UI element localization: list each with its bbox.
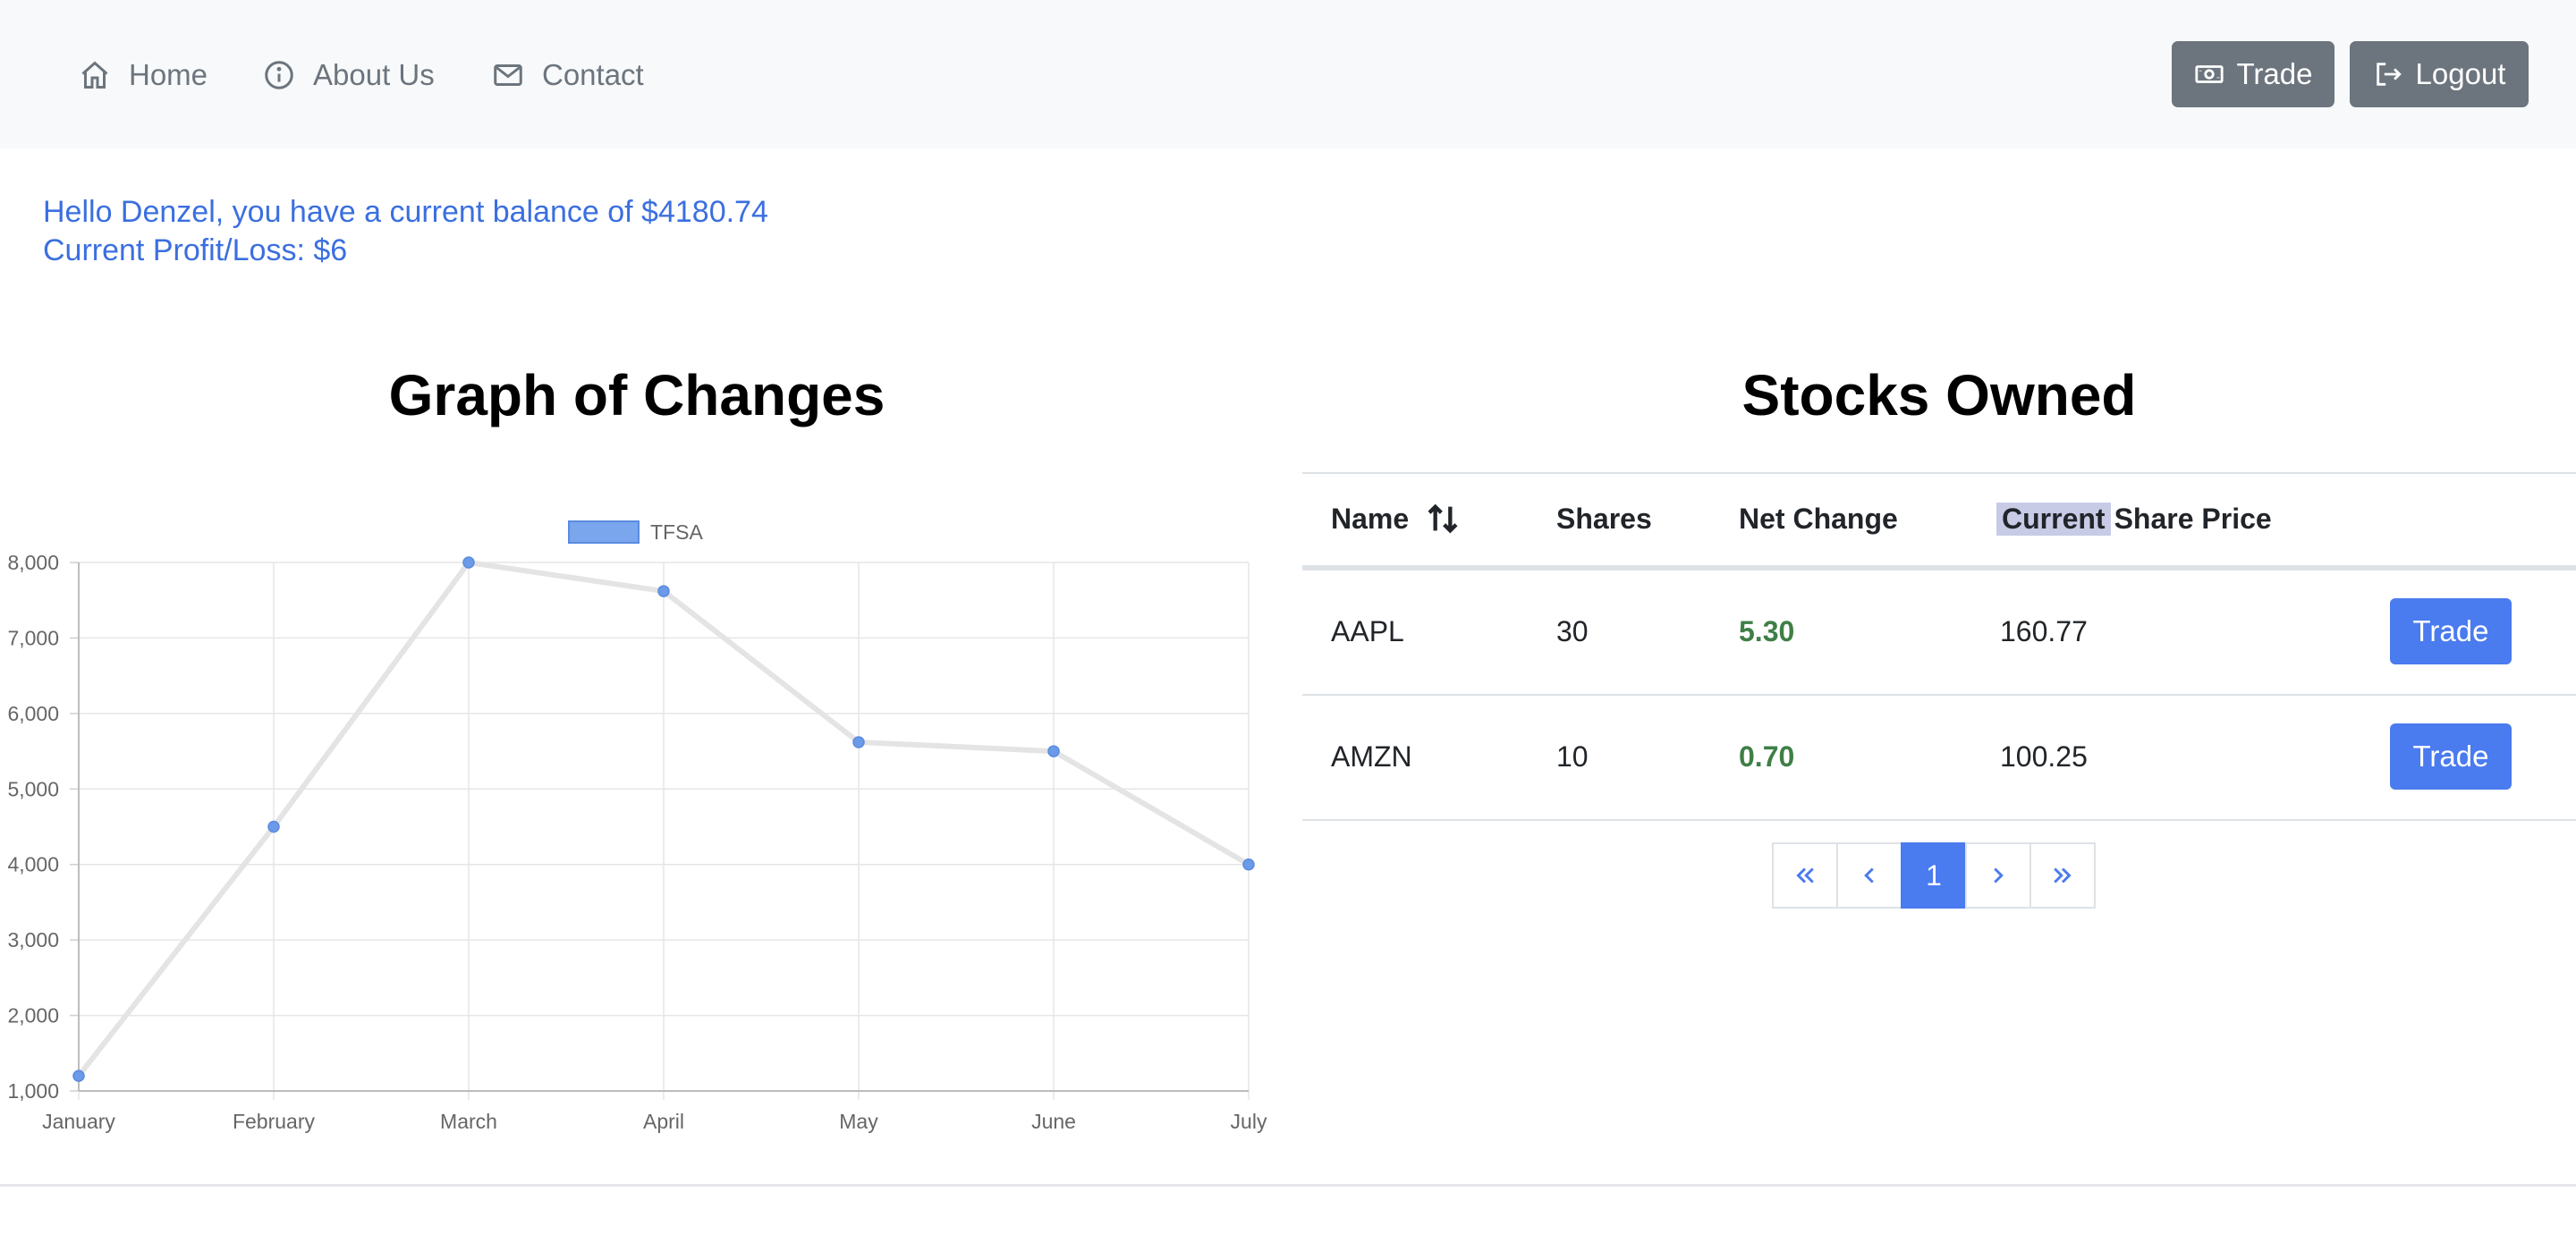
column-header-share-price: Current Share Price (1996, 499, 2272, 538)
data-point (267, 820, 280, 833)
data-point (72, 1070, 85, 1082)
house-icon (81, 61, 108, 89)
legend-label: TFSA (650, 520, 703, 544)
data-point (1047, 745, 1060, 757)
y-tick-label: 2,000 (7, 1004, 59, 1027)
nav-contact-label: Contact (542, 58, 644, 91)
cell-price: 160.77 (2000, 614, 2088, 647)
y-tick-label: 5,000 (7, 777, 59, 800)
x-tick-label: July (1231, 1110, 1267, 1133)
row-trade-button[interactable]: Trade (2390, 598, 2512, 664)
x-tick-label: May (839, 1110, 878, 1133)
chevron-left-icon (1864, 867, 1874, 884)
data-point (852, 736, 865, 748)
table-top-border (1302, 472, 2576, 474)
x-tick-label: April (643, 1110, 684, 1133)
column-header-shares: Shares (1556, 502, 1652, 535)
nav-about-label: About Us (313, 58, 435, 91)
next-page-button[interactable] (1965, 842, 2031, 909)
double-chevron-right-icon (2054, 867, 2072, 884)
cash-icon (2194, 65, 2224, 83)
y-tick-label: 4,000 (7, 853, 59, 876)
cell-name: AMZN (1331, 740, 1412, 773)
cell-price: 100.25 (2000, 740, 2088, 773)
trade-button-label: Trade (2236, 57, 2313, 90)
y-tick-label: 7,000 (7, 626, 59, 649)
info-icon (265, 61, 293, 89)
column-header-price-rest: Share Price (2114, 502, 2272, 535)
x-tick-label: June (1031, 1110, 1076, 1133)
logout-icon (2376, 63, 2402, 86)
profit-loss-text: Current Profit/Loss: $6 (43, 233, 348, 267)
x-tick-label: March (440, 1110, 497, 1133)
data-point (1242, 858, 1255, 871)
y-tick-label: 6,000 (7, 702, 59, 725)
row-divider (1302, 694, 2576, 696)
navbar: Home About Us Contact Trade Logout (0, 0, 2576, 148)
x-tick-label: February (233, 1110, 316, 1133)
y-tick-label: 1,000 (7, 1079, 59, 1103)
y-tick-label: 3,000 (7, 928, 59, 951)
nav-home-link[interactable]: Home (79, 54, 208, 97)
nav-about-link[interactable]: About Us (263, 54, 435, 97)
cell-shares: 30 (1556, 614, 1589, 647)
column-header-name[interactable]: Name (1331, 499, 1461, 538)
footer-divider (0, 1184, 2576, 1187)
column-header-name-label: Name (1331, 502, 1410, 535)
legend-swatch (568, 520, 640, 544)
column-header-highlighted-word: Current (1996, 502, 2111, 536)
graph-heading: Graph of Changes (388, 363, 886, 427)
trade-button[interactable]: Trade (2172, 41, 2334, 107)
line-chart: 1,000 2,000 3,000 4,000 5,000 6,000 7,000 8,000… (7, 520, 1267, 1133)
balance-text: Hello Denzel, you have a current balance… (43, 195, 768, 229)
logout-button-label: Logout (2415, 57, 2506, 90)
stocks-heading: Stocks Owned (1741, 363, 2137, 427)
row-divider (1302, 819, 2576, 821)
nav-home-label: Home (129, 58, 208, 91)
chevron-right-icon (1994, 867, 2004, 884)
page-button-current[interactable]: 1 (1901, 842, 1967, 909)
previous-page-button[interactable] (1836, 842, 1902, 909)
row-trade-button[interactable]: Trade (2390, 723, 2512, 790)
column-header-net-change: Net Change (1739, 502, 1898, 535)
cell-name: AAPL (1331, 614, 1404, 647)
cell-net-change: 0.70 (1739, 740, 1795, 773)
double-chevron-left-icon (1796, 867, 1814, 884)
x-tick-label: January (42, 1110, 115, 1133)
logout-button[interactable]: Logout (2350, 41, 2529, 107)
cell-shares: 10 (1556, 740, 1589, 773)
last-page-button[interactable] (2029, 842, 2096, 909)
envelope-icon (494, 64, 522, 86)
data-point (462, 556, 475, 569)
y-tick-label: 8,000 (7, 551, 59, 574)
first-page-button[interactable] (1772, 842, 1838, 909)
table-header-border (1302, 565, 2576, 571)
cell-net-change: 5.30 (1739, 614, 1795, 647)
account-summary: Hello Denzel, you have a current balance… (43, 193, 768, 270)
sort-arrows-icon[interactable] (1425, 501, 1461, 537)
data-point (657, 585, 670, 597)
pagination: 1 (1772, 842, 2096, 909)
nav-contact-link[interactable]: Contact (492, 54, 644, 97)
